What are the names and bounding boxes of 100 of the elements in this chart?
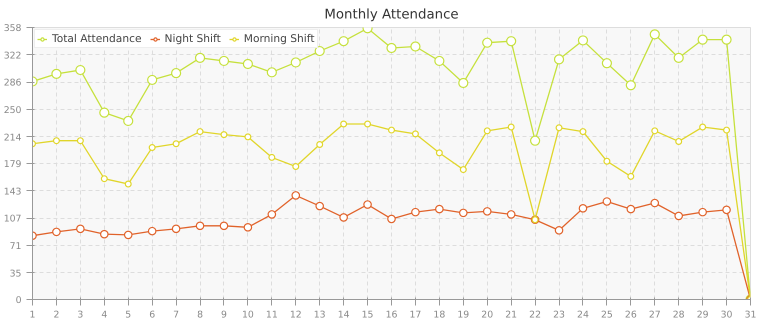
x-tick-label: 5 xyxy=(125,310,132,320)
y-tick-label: 286 xyxy=(4,78,22,89)
point xyxy=(626,80,636,90)
point xyxy=(52,228,61,236)
x-tick-label: 15 xyxy=(362,310,374,320)
point xyxy=(338,36,349,46)
point xyxy=(530,136,540,146)
point xyxy=(171,68,182,78)
x-tick-label: 28 xyxy=(672,310,685,320)
point xyxy=(627,172,634,180)
x-tick-label: 12 xyxy=(290,310,302,320)
point xyxy=(315,202,324,210)
point xyxy=(460,166,467,174)
y-tick-label: 179 xyxy=(4,159,22,170)
y-tick-label: 107 xyxy=(4,214,22,225)
point xyxy=(218,56,230,66)
point xyxy=(148,226,156,236)
point xyxy=(578,204,588,213)
y-tick-label: 214 xyxy=(4,132,22,144)
x-tick-label: 26 xyxy=(624,310,637,320)
point xyxy=(674,212,683,220)
legend-label: Total Attendance xyxy=(52,32,142,45)
point xyxy=(290,57,301,68)
point xyxy=(172,224,180,234)
point xyxy=(722,206,731,214)
point xyxy=(699,124,706,131)
point xyxy=(124,230,133,240)
point xyxy=(244,223,252,232)
point xyxy=(650,198,660,208)
point xyxy=(435,204,444,214)
y-tick-label: 35 xyxy=(10,268,22,280)
point xyxy=(314,46,325,56)
point xyxy=(172,140,180,148)
chart-title: Monthly Attendance xyxy=(324,8,459,22)
point xyxy=(123,116,134,126)
point xyxy=(364,120,372,128)
x-tick-label: 7 xyxy=(173,310,180,320)
point xyxy=(412,130,419,138)
point xyxy=(52,137,60,144)
point xyxy=(723,126,730,134)
point xyxy=(194,52,206,63)
x-tick-label: 18 xyxy=(433,310,446,320)
point xyxy=(124,180,132,188)
x-tick-label: 22 xyxy=(529,310,542,320)
point xyxy=(603,158,610,165)
point xyxy=(51,68,62,79)
point xyxy=(76,137,84,144)
x-tick-label: 23 xyxy=(553,310,566,320)
x-tick-label: 21 xyxy=(505,310,518,320)
point xyxy=(602,58,612,68)
x-tick-label: 13 xyxy=(314,310,326,320)
legend-label: Night Shift xyxy=(164,32,221,45)
y-tick-label: 143 xyxy=(4,186,22,198)
point xyxy=(147,74,158,86)
x-tick-label: 10 xyxy=(242,310,254,320)
point xyxy=(556,124,563,132)
point xyxy=(363,200,372,209)
x-tick-label: 6 xyxy=(149,310,156,320)
point xyxy=(316,141,324,148)
point xyxy=(339,213,348,222)
point xyxy=(651,127,658,134)
x-tick-label: 3 xyxy=(77,310,84,320)
point xyxy=(387,214,396,224)
x-tick-label: 25 xyxy=(600,310,613,320)
x-tick-label: 24 xyxy=(577,310,589,320)
point xyxy=(196,222,204,230)
point xyxy=(698,208,707,216)
x-tick-label: 17 xyxy=(410,310,422,320)
point xyxy=(220,222,228,230)
point xyxy=(482,38,492,48)
point xyxy=(75,64,86,76)
point xyxy=(340,120,348,128)
x-tick-label: 1 xyxy=(30,310,36,320)
x-tick-label: 30 xyxy=(720,310,733,320)
x-tick-label: 2 xyxy=(53,310,60,320)
point xyxy=(411,208,420,216)
point xyxy=(76,224,85,234)
point xyxy=(650,29,660,40)
point xyxy=(268,210,276,219)
y-tick-label: 322 xyxy=(4,50,22,62)
point xyxy=(554,226,564,235)
point xyxy=(291,191,300,200)
point xyxy=(674,52,684,63)
point xyxy=(99,108,110,118)
point xyxy=(220,131,228,138)
point xyxy=(266,67,277,78)
x-tick-label: 4 xyxy=(101,310,108,320)
point xyxy=(506,210,516,219)
point xyxy=(482,207,492,216)
point xyxy=(675,138,682,145)
legend-label: Morning Shift xyxy=(244,32,315,45)
point xyxy=(100,175,108,182)
point xyxy=(698,34,708,45)
point xyxy=(386,42,397,54)
x-tick-label: 11 xyxy=(266,310,278,320)
point xyxy=(508,124,515,131)
x-tick-label: 19 xyxy=(457,310,470,320)
y-tick-label: 71 xyxy=(10,241,22,252)
point xyxy=(244,133,252,140)
y-tick-label: 250 xyxy=(4,105,22,116)
